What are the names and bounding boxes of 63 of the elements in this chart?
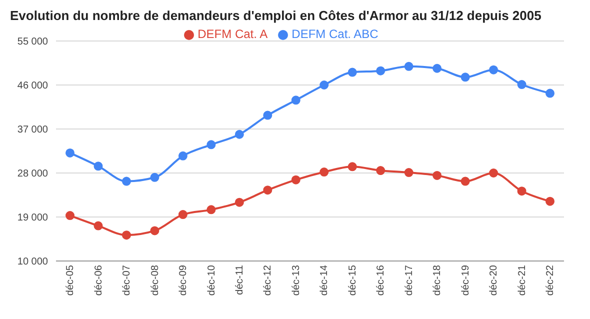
point: [263, 110, 272, 120]
point: [66, 148, 74, 158]
x-tick-label: déc-16: [376, 264, 387, 296]
x-tick-label: déc-10: [206, 264, 218, 296]
x-tick-label: déc-08: [150, 264, 161, 296]
x-tick-label: déc-11: [234, 264, 246, 295]
point: [517, 80, 526, 90]
point: [122, 176, 131, 186]
y-tick-label: 37 000: [17, 124, 48, 136]
x-tick-label: déc-21: [516, 264, 528, 296]
point: [94, 221, 103, 230]
legend-label: DEFM Cat. A: [198, 27, 268, 41]
point: [150, 172, 160, 182]
point: [291, 96, 300, 105]
y-tick-label: 28 000: [17, 168, 48, 180]
point: [263, 186, 272, 195]
point: [348, 162, 357, 172]
legend-label: DEFM Cat. ABC: [292, 27, 378, 41]
point: [376, 166, 386, 176]
point: [489, 168, 498, 178]
point: [460, 176, 470, 186]
point: [546, 196, 554, 206]
x-tick-label: déc-18: [432, 264, 444, 296]
point: [234, 130, 244, 139]
point: [376, 66, 386, 76]
x-tick-label: déc-14: [319, 264, 330, 296]
x-tick-label: déc-20: [488, 264, 500, 296]
point: [432, 170, 442, 180]
x-tick-label: déc-09: [178, 264, 190, 296]
x-tick-label: déc-06: [93, 264, 104, 296]
point: [206, 205, 216, 214]
point: [404, 168, 414, 178]
point: [122, 230, 131, 240]
x-tick-label: déc-12: [262, 264, 274, 296]
point: [546, 88, 554, 98]
x-tick-label: déc-07: [122, 264, 133, 296]
y-tick-label: 19 000: [17, 212, 48, 224]
point: [404, 62, 414, 71]
chart-title: Evolution du nombre de demandeurs d'emploi en Côtes d'Armor au 31/12 depuis 2005: [10, 8, 542, 23]
x-tick-label: déc-19: [460, 264, 472, 296]
point: [178, 151, 188, 160]
x-tick-label: déc-22: [545, 264, 556, 296]
x-tick-label: déc-15: [347, 264, 358, 296]
point: [291, 175, 300, 184]
point: [320, 80, 329, 90]
y-tick-label: 10 000: [17, 256, 48, 268]
y-tick-label: 46 000: [17, 80, 48, 92]
point: [150, 226, 160, 236]
x-tick-label: déc-13: [290, 264, 302, 296]
point: [432, 64, 442, 73]
point: [348, 68, 357, 77]
point: [489, 65, 498, 74]
x-tick-label: déc-05: [65, 264, 76, 296]
point: [66, 211, 74, 220]
point: [460, 72, 470, 82]
point: [234, 198, 244, 207]
point: [517, 186, 526, 196]
point: [178, 210, 188, 220]
point: [320, 168, 329, 177]
x-tick-label: déc-17: [404, 264, 415, 296]
point: [206, 140, 216, 150]
point: [94, 162, 103, 171]
y-tick-label: 55 000: [17, 36, 48, 48]
